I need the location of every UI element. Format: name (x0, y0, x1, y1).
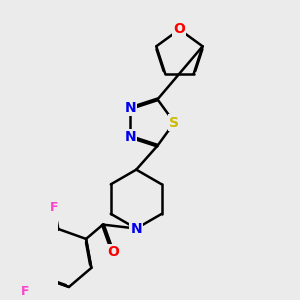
Text: O: O (173, 22, 185, 37)
Text: N: N (130, 221, 142, 236)
Text: N: N (124, 101, 136, 115)
Text: F: F (20, 284, 29, 298)
Text: F: F (50, 201, 59, 214)
Text: O: O (107, 245, 118, 259)
Text: N: N (124, 130, 136, 144)
Text: S: S (169, 116, 179, 130)
